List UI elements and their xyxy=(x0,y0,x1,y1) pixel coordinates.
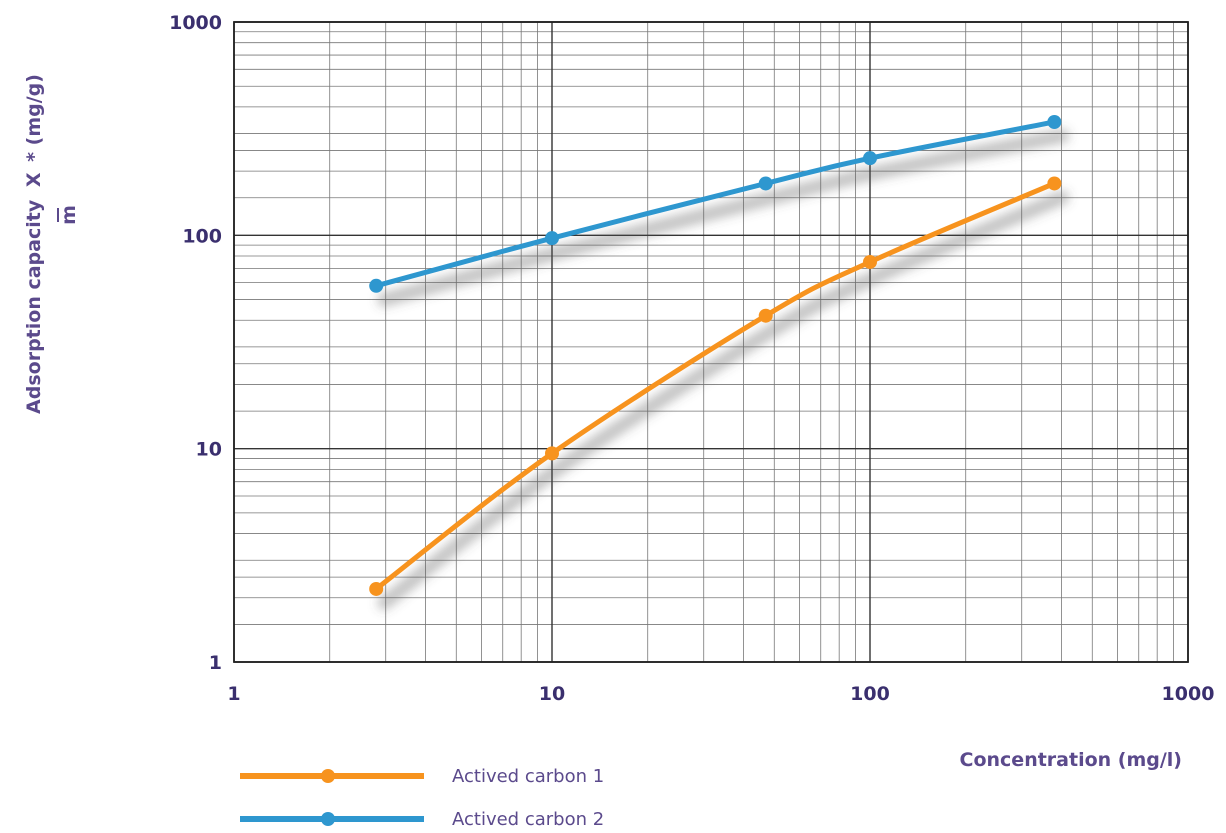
y-axis-title-numerator: X xyxy=(23,172,45,187)
series-2-point xyxy=(863,151,877,166)
legend-marker-2 xyxy=(321,812,335,826)
legend-label-1: Actived carbon 1 xyxy=(452,766,604,787)
legend: Actived carbon 1 Actived carbon 2 xyxy=(240,766,604,830)
x-tick-labels: 1 10 100 1000 xyxy=(227,683,1214,705)
y-tick-labels: 1 10 100 1000 xyxy=(169,12,222,674)
legend-label-2: Actived carbon 2 xyxy=(452,809,604,830)
series-line-2 xyxy=(373,119,1057,289)
legend-marker-1 xyxy=(321,769,335,783)
y-tick-label: 100 xyxy=(182,225,222,247)
y-axis-title-denominator: m xyxy=(58,205,80,225)
series-1-point xyxy=(1047,176,1062,191)
series-line-1 xyxy=(373,180,1057,592)
series-1-point xyxy=(369,581,384,596)
y-tick-label: 10 xyxy=(196,439,222,461)
y-axis-title: Adsorption capacity X * (mg/g) xyxy=(23,74,45,414)
series-2-point xyxy=(758,176,773,191)
plot-frame xyxy=(233,21,1189,663)
x-axis-title: Concentration (mg/l) xyxy=(960,749,1182,771)
x-tick-label: 100 xyxy=(850,683,890,705)
series-shadow xyxy=(377,128,1070,307)
series-shadows xyxy=(377,128,1070,610)
series-1-point xyxy=(758,308,773,323)
x-tick-label: 1000 xyxy=(1162,683,1215,705)
svg-text:Adsorption capacity X: Adsorption capacity X * (mg/g) xyxy=(23,74,45,414)
series-1-point xyxy=(545,446,559,461)
series-1-point xyxy=(863,254,877,269)
series-2-point xyxy=(1047,114,1062,129)
y-tick-label: 1000 xyxy=(169,12,222,34)
y-axis-title-prefix: Adsorption capacity xyxy=(23,199,45,414)
x-tick-label: 10 xyxy=(539,683,565,705)
plot-border xyxy=(233,21,1189,663)
y-axis-title-fraction: m xyxy=(57,205,80,225)
series-2-point xyxy=(545,231,559,246)
x-tick-label: 1 xyxy=(227,683,240,705)
series-lines xyxy=(369,114,1062,596)
grid-major xyxy=(233,21,1189,663)
y-tick-label: 1 xyxy=(209,652,222,674)
y-axis-title-suffix: * (mg/g) xyxy=(23,74,45,162)
grid-minor xyxy=(234,22,1188,662)
series-shadow xyxy=(377,190,1070,610)
series-2-point xyxy=(369,278,384,293)
